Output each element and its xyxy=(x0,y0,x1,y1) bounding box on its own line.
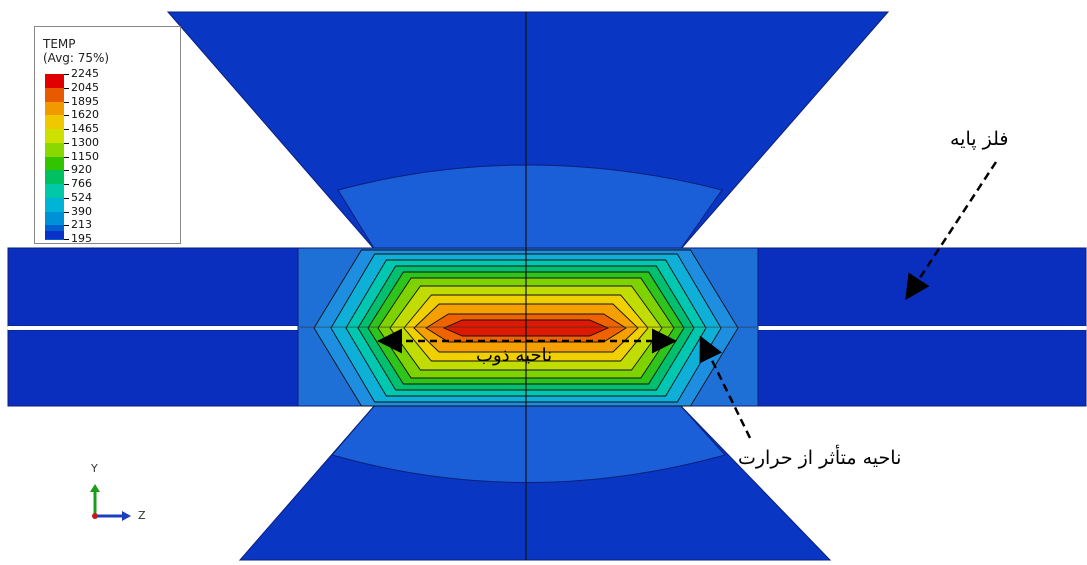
legend-swatch xyxy=(45,230,64,239)
base-metal-label: فلز پایه xyxy=(950,128,1009,150)
haz-label: ناحیه متأثر از حرارت xyxy=(738,447,902,469)
legend-value: 1895 xyxy=(71,94,99,108)
legend-swatch xyxy=(45,197,64,212)
legend-tick xyxy=(64,142,69,144)
legend-color-bar xyxy=(45,74,64,240)
legend-value: 1465 xyxy=(71,122,99,135)
upper-electrode-tip xyxy=(337,164,723,251)
legend-value: 920 xyxy=(71,163,92,177)
legend-swatch xyxy=(45,87,64,102)
legend-tick xyxy=(64,225,69,227)
legend-tick xyxy=(64,129,69,130)
axis-triad xyxy=(90,484,131,521)
legend-swatch xyxy=(45,142,64,157)
legend-tick xyxy=(64,101,69,103)
legend-swatch xyxy=(45,211,64,226)
legend-swatch xyxy=(45,115,64,130)
legend-tick xyxy=(64,170,69,172)
interface-line xyxy=(300,326,756,328)
legend-swatch xyxy=(45,156,64,171)
legend-tick xyxy=(64,211,69,213)
legend-value: 2245 xyxy=(71,67,99,80)
legend-swatch xyxy=(45,184,64,199)
legend-swatch xyxy=(45,170,64,185)
legend-value: 2045 xyxy=(71,80,99,94)
base-metal-arrow xyxy=(905,161,998,301)
legend-tick xyxy=(64,156,69,158)
legend-value: 1620 xyxy=(71,108,99,122)
fusion-zone-label: ناحیه ذوب xyxy=(476,345,553,366)
lower-electrode-tip xyxy=(331,404,726,483)
legend-value: 390 xyxy=(71,204,92,218)
legend-swatch xyxy=(45,129,64,144)
legend-tick xyxy=(64,184,69,185)
legend-value: 1300 xyxy=(71,135,99,149)
legend-swatch xyxy=(45,74,64,89)
legend-subtitle: (Avg: 75%) xyxy=(43,51,110,65)
z-axis-label: Z xyxy=(138,509,146,522)
legend-value: 195 xyxy=(71,232,92,245)
contour-rings xyxy=(300,249,756,407)
legend-tick xyxy=(64,115,69,117)
legend-value: 1150 xyxy=(71,149,99,163)
legend-value: 766 xyxy=(71,177,92,190)
temperature-legend: TEMP (Avg: 75%) 2245 2045 1895 1620 1465 1300… xyxy=(34,26,181,245)
legend-tick xyxy=(64,239,69,240)
legend-tick xyxy=(64,197,69,199)
legend-value: 524 xyxy=(71,190,92,204)
legend-tick xyxy=(64,74,69,75)
legend-swatch xyxy=(45,101,64,116)
legend-value: 213 xyxy=(71,218,92,232)
y-axis-label: Y xyxy=(91,462,98,475)
haz-arrow xyxy=(699,335,752,439)
legend-title: TEMP xyxy=(43,37,76,51)
legend-tick xyxy=(64,87,69,89)
